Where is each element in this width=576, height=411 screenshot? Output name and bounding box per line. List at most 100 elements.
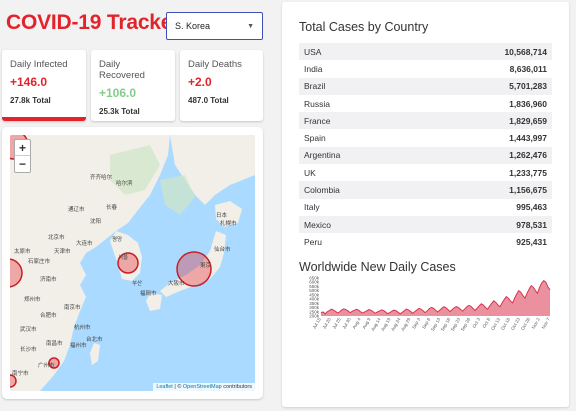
- x-tick-label: Sep 28: [460, 316, 472, 331]
- map-land-kyushu: [146, 293, 162, 311]
- y-tick-label: 250k: [309, 309, 320, 314]
- x-tick-label: Oct 3: [471, 316, 481, 328]
- map-place-label: 평양: [112, 237, 123, 243]
- table-row: Mexico 978,531: [299, 215, 552, 234]
- stat-total: 487.0 Total: [188, 96, 229, 105]
- table-row: UK 1,233,775: [299, 164, 552, 181]
- country-cases: 978,531: [516, 219, 547, 230]
- country-cases: 1,233,775: [509, 167, 547, 178]
- country-name: Peru: [304, 236, 322, 247]
- x-tick-label: Aug 4: [351, 316, 361, 329]
- country-name: USA: [304, 46, 322, 57]
- map-place-label: 부산: [132, 281, 143, 287]
- map-case-circle[interactable]: [176, 251, 212, 287]
- stat-label: Daily Deaths: [188, 59, 242, 70]
- map-card: 齐齐哈尔 哈尔滨 长春 通辽市 沈阳 大连市 北京市 天津市 石家庄市 太原市 …: [2, 127, 263, 399]
- map-place-label: 福岡市: [140, 291, 157, 297]
- table-row: Russia 1,836,960: [299, 95, 552, 112]
- country-name: UK: [304, 167, 316, 178]
- table-row: Spain 1,443,997: [299, 129, 552, 146]
- x-tick-label: Nov 7: [541, 316, 551, 329]
- attribution-separator: | ©: [172, 384, 183, 390]
- y-tick-label: 200k: [309, 313, 320, 318]
- map-place-label: 沈阳: [90, 219, 102, 225]
- y-tick-label: 450k: [309, 292, 320, 297]
- stat-delta: +106.0: [99, 86, 137, 100]
- y-tick-label: 400k: [309, 296, 320, 301]
- country-name: France: [304, 115, 331, 126]
- map-place-label: 北京市: [48, 235, 65, 241]
- attribution-tail: contributors: [221, 384, 252, 390]
- map-place-label: 日本: [216, 213, 228, 219]
- x-tick-label: Aug 24: [390, 316, 402, 331]
- osm-link[interactable]: OpenStreetMap: [182, 384, 222, 390]
- stat-total: 27.8k Total: [10, 96, 51, 105]
- table-row: USA 10,568,714: [299, 43, 552, 61]
- stats-panel: Total Cases by Country USA 10,568,714 Indi…: [282, 2, 569, 407]
- stat-delta: +146.0: [10, 75, 48, 89]
- country-cases: 1,829,659: [509, 115, 547, 126]
- x-tick-label: Aug 14: [370, 316, 382, 331]
- table-row: Brazil 5,701,283: [299, 77, 552, 95]
- map[interactable]: 齐齐哈尔 哈尔滨 长春 通辽市 沈阳 大连市 北京市 天津市 石家庄市 太原市 …: [10, 135, 255, 391]
- map-place-label: 石家庄市: [28, 259, 51, 265]
- map-case-circle[interactable]: [117, 252, 139, 274]
- map-place-label: 齐齐哈尔: [90, 175, 113, 181]
- map-tiles: [10, 135, 255, 391]
- y-tick-label: 350k: [309, 300, 320, 305]
- map-place-label: 南宁市: [12, 371, 29, 377]
- map-place-label: 大连市: [76, 241, 93, 247]
- map-place-label: 通辽市: [68, 207, 85, 213]
- x-tick-label: Jul 15: [312, 316, 323, 329]
- map-land-hokkaido: [215, 201, 242, 227]
- country-name: Italy: [304, 202, 320, 213]
- country-name: Argentina: [304, 150, 341, 161]
- series-line: [320, 279, 551, 315]
- map-place-label: 郑州市: [24, 297, 41, 303]
- zoom-in-button[interactable]: +: [15, 140, 30, 156]
- stat-total: 25.3k Total: [99, 107, 140, 116]
- stat-card-recovered: Daily Recovered +106.0 25.3k Total: [91, 50, 175, 121]
- table-row: Peru 925,431: [299, 233, 552, 250]
- map-place-label: 合肥市: [40, 313, 57, 319]
- stat-delta: +2.0: [188, 75, 212, 89]
- x-tick-label: Sep 3: [411, 316, 421, 329]
- map-place-label: 大阪市: [168, 281, 185, 287]
- x-tick-label: Oct 28: [520, 316, 531, 330]
- stat-card-deaths: Daily Deaths +2.0 487.0 Total: [180, 50, 263, 121]
- country-select[interactable]: S. Korea ▼: [166, 12, 263, 40]
- zoom-out-button[interactable]: −: [18, 157, 26, 171]
- map-place-label: 台北市: [86, 337, 103, 343]
- x-tick-label: Sep 18: [440, 316, 452, 331]
- leaflet-link[interactable]: Leaflet: [156, 384, 173, 390]
- table-row: Argentina 1,262,476: [299, 146, 552, 165]
- map-place-label: 杭州市: [74, 325, 91, 331]
- x-tick-label: Jul 30: [341, 316, 352, 329]
- x-tick-label: Oct 13: [490, 316, 501, 330]
- chevron-down-icon: ▼: [247, 22, 254, 30]
- country-cases: 5,701,283: [509, 81, 547, 92]
- map-place-label: 长春: [106, 205, 118, 211]
- map-case-circle[interactable]: [48, 357, 60, 369]
- x-tick-label: Aug 9: [361, 316, 371, 329]
- country-cases: 1,443,997: [509, 133, 547, 144]
- country-name: Brazil: [304, 81, 326, 92]
- stat-label: Daily Infected: [10, 59, 68, 70]
- map-place-label: 仙台市: [214, 247, 231, 253]
- chart-title: Worldwide New Daily Cases: [299, 259, 456, 274]
- map-place-label: 東京: [200, 263, 212, 269]
- map-place-label: 济南市: [40, 277, 57, 283]
- map-place-label: 札幌市: [220, 221, 237, 227]
- table-row: Colombia 1,156,675: [299, 181, 552, 199]
- x-tick-label: Sep 8: [421, 316, 431, 329]
- map-case-circle[interactable]: [10, 374, 17, 388]
- stat-card-infected: Daily Infected +146.0 27.8k Total: [2, 50, 86, 121]
- x-tick-label: Sep 23: [450, 316, 462, 331]
- table-row: India 8,636,011: [299, 60, 552, 77]
- map-case-circle[interactable]: [10, 258, 23, 288]
- country-cases: 1,262,476: [509, 150, 547, 161]
- country-name: Colombia: [304, 185, 340, 196]
- y-tick-label: 600k: [309, 279, 320, 284]
- country-cases: 10,568,714: [504, 46, 547, 57]
- map-land-korea: [110, 231, 142, 281]
